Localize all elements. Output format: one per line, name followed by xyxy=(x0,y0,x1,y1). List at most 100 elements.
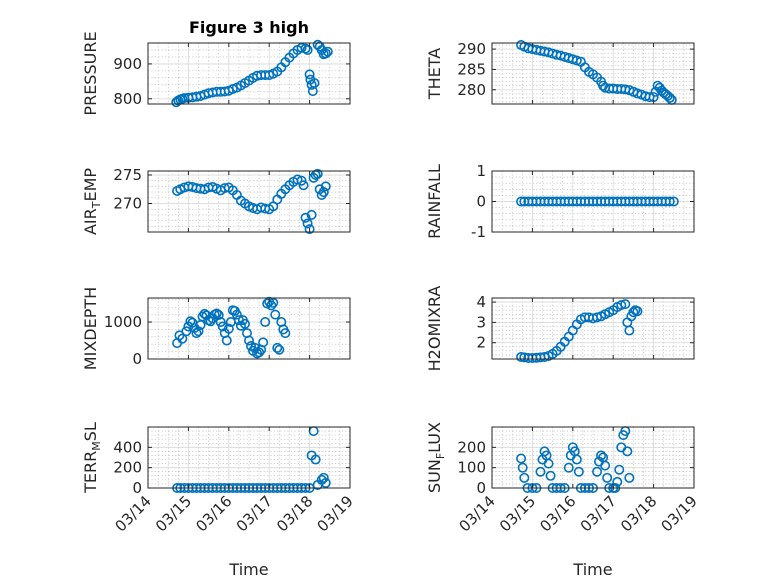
data-point xyxy=(563,462,574,473)
data-point xyxy=(211,308,222,319)
data-point xyxy=(304,69,315,80)
data-point xyxy=(320,181,331,192)
axes-box xyxy=(147,170,351,233)
data-point xyxy=(571,55,582,66)
data-point xyxy=(274,344,285,355)
data-point xyxy=(270,309,281,320)
data-point xyxy=(320,48,331,59)
x-axis-label: Time xyxy=(228,560,268,579)
data-point xyxy=(254,347,265,358)
y-tick-label: 200 xyxy=(457,438,486,456)
y-tick-label: 3 xyxy=(476,313,486,331)
data-point xyxy=(266,300,277,311)
y-tick-label: 200 xyxy=(113,459,142,477)
data-point xyxy=(280,328,291,339)
data-point xyxy=(545,470,556,481)
data-point xyxy=(300,43,311,54)
plot-area xyxy=(148,427,350,488)
data-point xyxy=(310,454,321,465)
data-point xyxy=(624,472,635,483)
subplot-1: 800 900 PRESSURE Figure 3 high xyxy=(81,18,351,116)
data-point xyxy=(221,335,232,346)
data-point xyxy=(223,323,234,334)
data-point xyxy=(664,196,675,207)
data-point xyxy=(596,450,607,461)
data-point xyxy=(516,196,527,207)
data-point xyxy=(296,42,307,53)
data-point xyxy=(517,462,528,473)
data-point xyxy=(543,458,554,469)
y-tick-label: 4 xyxy=(476,293,486,311)
x-tick-label: 03/19 xyxy=(658,492,701,535)
y-tick-label: 400 xyxy=(113,438,142,456)
data-point xyxy=(312,168,323,179)
data-point xyxy=(268,297,279,308)
y-axis-label: SUNFLUX xyxy=(425,422,447,493)
data-point xyxy=(181,326,192,337)
data-point xyxy=(602,472,613,483)
y-tick-label: 100 xyxy=(457,459,486,477)
data-point xyxy=(598,80,609,91)
y-tick-label: 285 xyxy=(457,60,486,78)
data-point xyxy=(258,337,269,348)
data-point xyxy=(628,307,639,318)
x-tick-label: 03/16 xyxy=(192,492,235,535)
data-point xyxy=(217,321,228,332)
x-tick-label: 03/16 xyxy=(536,492,579,535)
axes-box xyxy=(147,42,351,105)
data-point xyxy=(298,180,309,191)
y-tick-label: 270 xyxy=(113,194,142,212)
subplot-3: 270 275 AIRTEMP xyxy=(81,166,351,235)
subplot-4: -1 0 1 RAINFALL xyxy=(425,162,695,241)
axes-box xyxy=(147,297,351,360)
subplot-2: 280 285 290 THETA xyxy=(425,40,695,105)
data-point xyxy=(668,196,679,207)
data-point xyxy=(316,189,327,200)
data-point xyxy=(320,477,331,488)
data-point xyxy=(302,44,313,55)
y-axis-label: THETA xyxy=(425,48,444,100)
y-tick-label: 290 xyxy=(457,40,486,58)
chart-title: Figure 3 high xyxy=(189,18,309,37)
data-point xyxy=(296,175,307,186)
data-point xyxy=(193,326,204,337)
data-point xyxy=(318,187,329,198)
y-tick-label: 0 xyxy=(476,193,486,211)
data-point xyxy=(239,318,250,329)
data-point xyxy=(272,342,283,353)
axes-box xyxy=(491,42,695,105)
data-point xyxy=(213,310,224,321)
data-point xyxy=(516,453,527,464)
data-point xyxy=(571,454,582,465)
plot-area xyxy=(492,298,694,359)
data-point xyxy=(302,218,313,229)
x-tick-label: 03/14 xyxy=(456,492,499,535)
data-point xyxy=(632,306,643,317)
data-point xyxy=(309,78,320,89)
data-point xyxy=(322,46,333,57)
data-point xyxy=(622,446,633,457)
data-point xyxy=(620,299,631,310)
y-axis-label: MIXDEPTH xyxy=(81,287,100,370)
y-tick-label: 275 xyxy=(113,166,142,184)
subplot-6: 2 3 4 H2OMIXRA xyxy=(425,286,695,371)
data-point xyxy=(231,309,242,320)
y-axis-label: RAINFALL xyxy=(425,164,444,239)
axes-box xyxy=(147,426,351,489)
axes-box xyxy=(491,426,695,489)
data-point xyxy=(624,325,635,336)
x-axis-label: Time xyxy=(572,560,612,579)
data-point xyxy=(304,224,315,235)
x-tick-label: 03/15 xyxy=(152,492,195,535)
y-tick-label: 0 xyxy=(132,479,142,497)
data-point xyxy=(535,466,546,477)
y-tick-label: 0 xyxy=(132,350,142,368)
x-tick-label: 03/17 xyxy=(233,492,276,535)
data-point xyxy=(612,476,623,487)
y-tick-label: 900 xyxy=(113,55,142,73)
y-tick-label: -1 xyxy=(471,223,486,241)
y-axis-label: PRESSURE xyxy=(81,31,100,115)
